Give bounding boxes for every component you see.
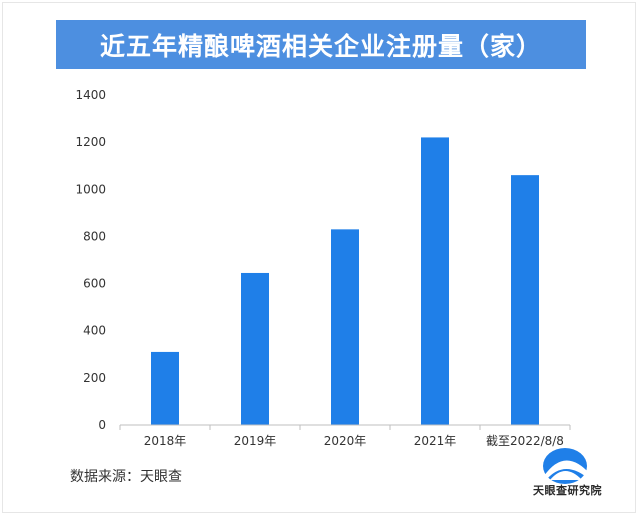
x-tick-label: 截至2022/8/8 [486,434,564,448]
logo-label: 天眼查研究院 [533,484,602,497]
y-axis: 0 200 400 600 800 1000 1200 1400 [75,88,106,432]
bar [421,137,449,425]
chart-frame [2,2,636,513]
y-tick-label: 400 [83,324,106,338]
y-tick-label: 0 [98,418,106,432]
x-axis: 2018年 2019年 2020年 2021年 截至2022/8/8 [119,425,571,448]
bar [511,175,539,425]
y-tick-label: 600 [83,277,106,291]
x-tick-label: 2018年 [144,434,187,448]
bar [151,351,179,425]
data-source: 数据来源：天眼查 [70,469,182,485]
y-tick-label: 1200 [75,135,106,149]
y-tick-label: 200 [83,371,106,385]
bar [241,272,269,425]
x-tick-label: 2019年 [234,434,277,448]
bar [331,229,359,425]
y-tick-label: 800 [83,229,106,243]
y-tick-label: 1000 [75,182,106,196]
chart-title: 近五年精酿啤酒相关企业注册量（家） [56,20,586,69]
x-tick-label: 2020年 [324,434,367,448]
x-tick-label: 2021年 [414,434,457,448]
y-tick-label: 1400 [75,88,106,102]
tianyancha-logo-icon [543,448,590,484]
bars-group [151,137,539,425]
